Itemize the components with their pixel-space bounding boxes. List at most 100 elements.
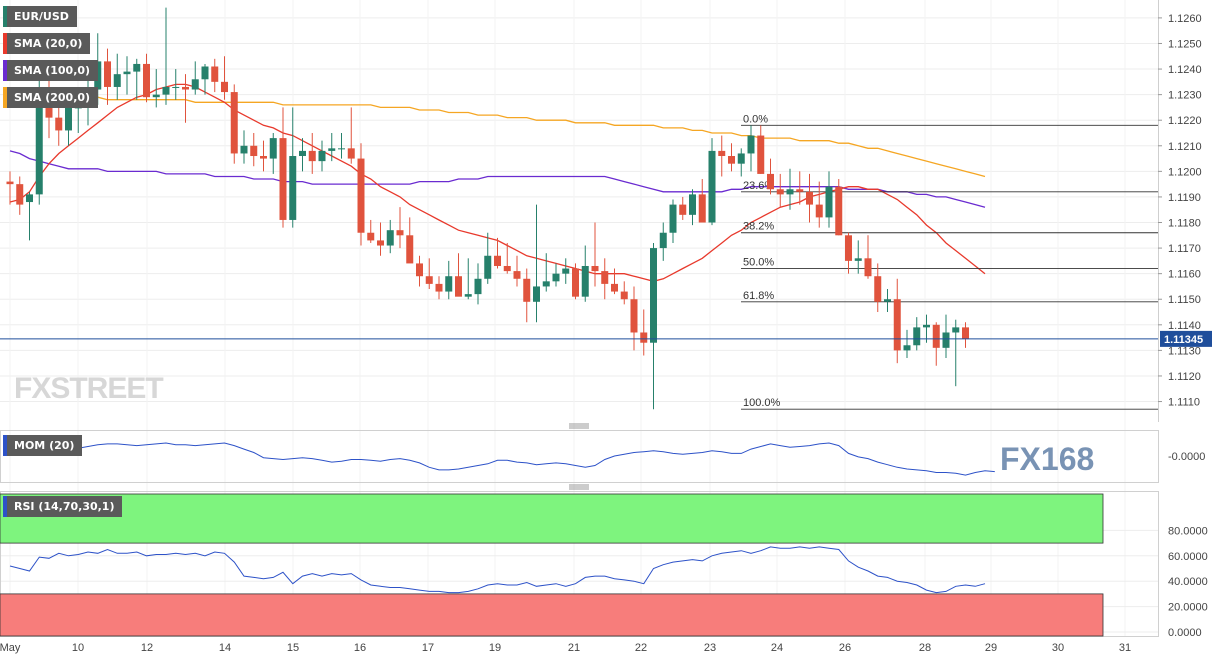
candle-body — [65, 107, 72, 131]
candle-body — [347, 148, 355, 159]
candle-body — [435, 283, 443, 292]
time-tick-label: 21 — [568, 642, 580, 654]
fxstreet-watermark: FXSTREET — [14, 372, 163, 405]
candle-body — [825, 186, 833, 218]
candle-body — [318, 150, 326, 162]
watermarks: FXSTREET FX168 — [14, 372, 1094, 477]
candle-body — [182, 86, 189, 90]
candle-body — [269, 138, 277, 159]
time-tick-label: 22 — [635, 642, 647, 654]
candle-body — [503, 265, 511, 272]
sma200-tag[interactable]: SMA (200,0) — [3, 87, 99, 108]
candle-body — [240, 145, 248, 154]
candle-body — [425, 276, 433, 284]
fib-level-label: 61.8% — [743, 290, 774, 302]
rsi-tick-label: 0.0000 — [1168, 627, 1202, 639]
panel-frames — [0, 0, 1159, 637]
candle-body — [776, 189, 784, 195]
mom-label: MOM (20) — [14, 439, 75, 452]
rsi-tag-bar — [3, 496, 7, 517]
candle-body — [406, 235, 414, 264]
candle-body — [698, 194, 706, 223]
candle-body — [572, 268, 579, 297]
mom-tag[interactable]: MOM (20) — [3, 435, 83, 456]
candle-body — [221, 81, 228, 93]
rsi-tag[interactable]: RSI (14,70,30,1) — [3, 496, 123, 517]
sma20-label: SMA (20,0) — [14, 37, 83, 50]
fibonacci-levels: 0.0% 23.6% 38.2% 50.0% 61.8% 100.0% — [741, 113, 1158, 410]
rsi-overbought-zone — [0, 493, 1104, 544]
time-tick-label: 12 — [141, 642, 153, 654]
candle-body — [143, 63, 150, 98]
candle-body — [552, 273, 560, 282]
candle-body — [260, 156, 267, 159]
mom-tick-label: -0.0000 — [1168, 451, 1205, 463]
candle-body — [308, 150, 316, 162]
candle-body — [893, 299, 901, 351]
candle-body — [864, 258, 872, 277]
sma100-path — [9, 150, 986, 208]
candle-body — [620, 291, 628, 300]
candle-body — [689, 194, 696, 215]
candle-body — [172, 86, 180, 88]
candle-body — [338, 148, 345, 150]
candle-body — [562, 268, 570, 274]
candle-body — [815, 204, 823, 218]
candle-body — [835, 186, 843, 236]
candle-body — [542, 281, 550, 287]
candle-body — [386, 230, 394, 246]
candle-body — [942, 332, 950, 348]
sma100-label: SMA (100,0) — [14, 64, 91, 77]
candle-body — [113, 74, 121, 87]
time-tick-label: 10 — [72, 642, 84, 654]
candle-body — [494, 255, 501, 266]
rsi-oversold-zone — [0, 593, 1104, 637]
symbol-label: EUR/USD — [14, 10, 69, 23]
candle-body — [191, 79, 199, 90]
candle-body — [854, 258, 862, 261]
time-tick-label: 19 — [489, 642, 501, 654]
candle-body — [230, 92, 238, 154]
candle-body — [162, 86, 170, 95]
fib-level-label: 38.2% — [743, 221, 774, 233]
sma200-line — [10, 91, 986, 178]
rsi-zones — [0, 493, 1104, 637]
time-axis: May 10 12 14 15 16 17 19 21 22 23 24 26 28 29 30 31 — [0, 642, 1131, 654]
candle-body — [523, 278, 531, 302]
time-tick-label: 14 — [219, 642, 231, 654]
candle-body — [932, 324, 940, 348]
time-tick-label: 30 — [1052, 642, 1064, 654]
rsi-tick-label: 20.0000 — [1168, 602, 1208, 614]
sma20-tag[interactable]: SMA (20,0) — [3, 33, 91, 54]
candle-body — [279, 138, 287, 220]
time-tick-label: 15 — [287, 642, 299, 654]
candle-body — [708, 150, 716, 223]
price-tick-label: 1.1190 — [1168, 192, 1201, 204]
candle-body — [903, 345, 911, 351]
mom-tag-bar — [3, 435, 7, 456]
sma100-tag[interactable]: SMA (100,0) — [3, 60, 99, 81]
candle-body — [659, 232, 667, 249]
candle-body — [718, 150, 726, 157]
candle-body — [35, 99, 43, 195]
symbol-tag[interactable]: EUR/USD — [3, 6, 77, 27]
current-price-line: 1.11345 — [0, 330, 1212, 347]
fib-level-label: 0.0% — [743, 113, 768, 125]
time-tick-label: 23 — [704, 642, 716, 654]
candle-body — [533, 286, 540, 302]
price-tick-label: 1.1150 — [1168, 294, 1201, 306]
momentum-line — [9, 442, 995, 476]
candle-body — [913, 327, 921, 346]
rsi-path — [9, 546, 986, 594]
candle-body — [104, 61, 111, 87]
price-tick-label: 1.1230 — [1168, 90, 1202, 102]
candle-body — [211, 66, 219, 82]
candle-body — [6, 181, 14, 185]
sma20-tag-bar — [3, 33, 7, 54]
time-tick-label: 29 — [985, 642, 997, 654]
current-price-badge — [1160, 330, 1212, 347]
candle-body — [767, 173, 774, 190]
candle-body — [669, 204, 677, 233]
time-tick-label: 26 — [839, 642, 851, 654]
candle-body — [357, 158, 365, 233]
